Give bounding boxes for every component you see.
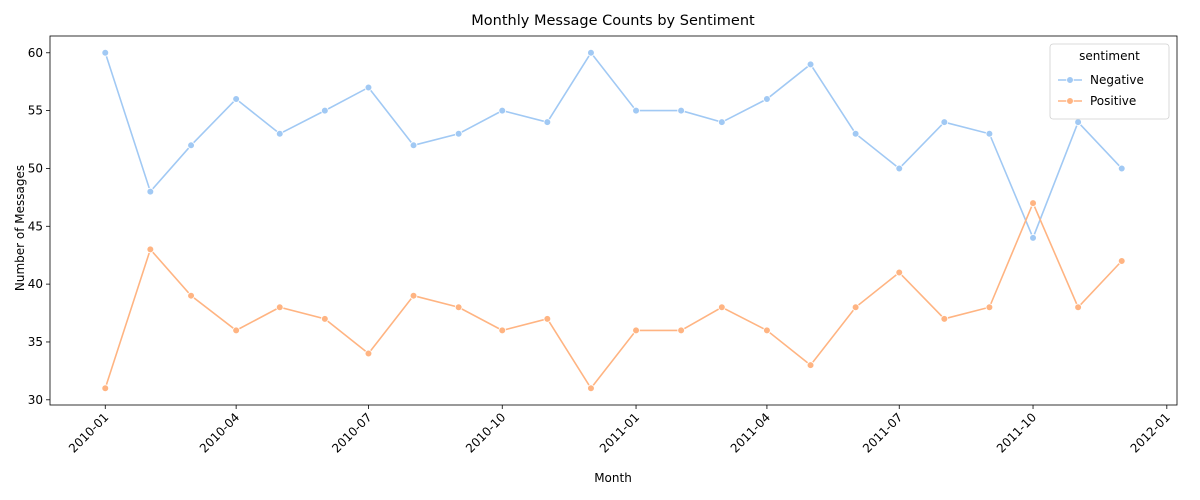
- data-point-negative: [1074, 118, 1082, 126]
- data-point-negative: [187, 141, 195, 150]
- data-point-positive: [498, 326, 507, 335]
- data-point-negative: [940, 118, 949, 126]
- data-point-positive: [1029, 199, 1037, 207]
- data-point-positive: [409, 291, 418, 300]
- legend-title: sentiment: [1079, 49, 1140, 63]
- data-point-negative: [985, 129, 994, 138]
- x-tick-label: 2010-10: [463, 410, 508, 455]
- data-point-negative: [275, 129, 284, 138]
- data-point-positive: [101, 384, 110, 393]
- data-point-positive: [851, 303, 860, 312]
- y-tick-label: 40: [28, 277, 43, 291]
- legend-marker-negative: [1066, 76, 1074, 84]
- data-point-positive: [275, 303, 284, 312]
- x-tick-label: 2010-07: [329, 410, 374, 455]
- y-tick-label: 45: [28, 219, 43, 233]
- data-point-negative: [454, 129, 463, 138]
- series-line-negative: [104, 51, 1123, 240]
- plot-area: 30 35 40 45 50 55 60 2010-01 2010-04 2010-07 2010-…: [28, 35, 1178, 456]
- data-point-positive: [763, 326, 771, 335]
- data-point-positive: [806, 361, 815, 369]
- data-point-negative: [1117, 164, 1126, 173]
- data-point-positive: [677, 326, 685, 335]
- x-tick-label: 2011-01: [597, 410, 642, 455]
- data-point-negative: [321, 106, 329, 115]
- data-point-negative: [763, 95, 771, 103]
- data-point-positive: [718, 303, 726, 312]
- data-point-positive: [1117, 257, 1126, 265]
- y-tick-label: 55: [28, 104, 43, 118]
- data-point-positive: [146, 245, 155, 254]
- data-point-negative: [632, 106, 640, 115]
- data-point-positive: [543, 315, 552, 323]
- x-axis-label: Month: [594, 471, 632, 485]
- data-point-negative: [718, 118, 726, 126]
- y-tick-label: 60: [28, 46, 43, 60]
- data-point-positive: [321, 315, 329, 323]
- legend-marker-positive: [1066, 97, 1074, 105]
- legend: sentiment Negative Positive: [1049, 43, 1170, 120]
- data-point-negative: [1029, 234, 1037, 242]
- series-line-positive: [104, 201, 1123, 390]
- data-point-negative: [587, 48, 595, 57]
- chart-title: Monthly Message Counts by Sentiment: [471, 13, 755, 29]
- x-tick-label: 2012-01: [1128, 410, 1173, 455]
- data-point-negative: [806, 60, 815, 69]
- data-point-positive: [985, 303, 994, 312]
- data-point-positive: [1074, 303, 1082, 312]
- data-point-positive: [940, 315, 949, 323]
- data-point-positive: [587, 384, 595, 393]
- data-point-negative: [543, 118, 552, 126]
- data-point-negative: [895, 164, 904, 173]
- plot-frame: [49, 35, 1178, 406]
- x-tick-label: 2011-04: [728, 410, 773, 455]
- legend-label-negative: Negative: [1090, 73, 1144, 87]
- data-point-negative: [146, 187, 155, 196]
- data-point-positive: [632, 326, 640, 335]
- x-tick-label: 2010-01: [66, 410, 111, 455]
- y-tick-label: 30: [28, 393, 43, 407]
- data-point-negative: [364, 83, 373, 92]
- data-point-negative: [498, 106, 507, 115]
- data-point-negative: [232, 95, 240, 103]
- data-point-negative: [101, 48, 110, 57]
- data-point-positive: [232, 326, 240, 335]
- y-axis-label: Number of Messages: [13, 165, 27, 291]
- data-point-positive: [454, 303, 463, 312]
- data-point-positive: [364, 349, 373, 358]
- data-point-positive: [187, 291, 195, 300]
- data-point-negative: [409, 141, 418, 150]
- data-point-negative: [677, 106, 685, 115]
- data-point-negative: [851, 129, 860, 138]
- y-tick-label: 35: [28, 335, 43, 349]
- legend-label-positive: Positive: [1090, 94, 1136, 108]
- x-tick-label: 2011-10: [994, 410, 1039, 455]
- x-tick-label: 2011-07: [860, 410, 905, 455]
- y-tick-label: 50: [28, 161, 43, 175]
- x-tick-label: 2010-04: [197, 410, 242, 455]
- data-point-positive: [895, 268, 904, 277]
